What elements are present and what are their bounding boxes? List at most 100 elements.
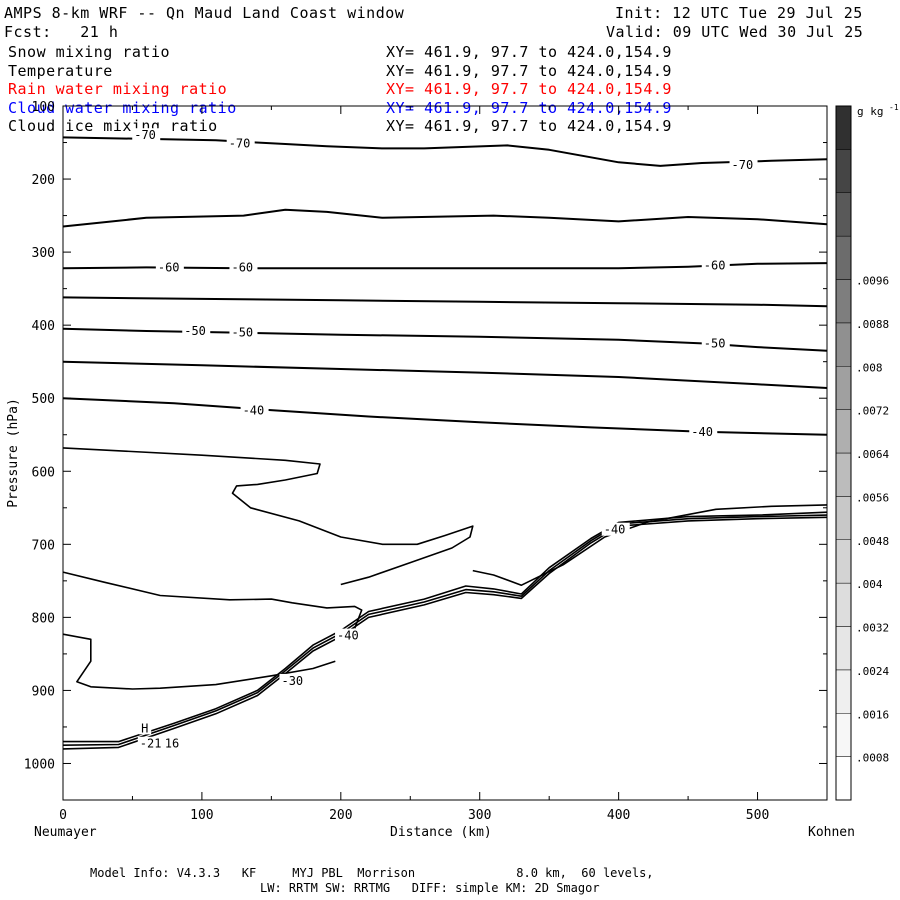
field-name-cloud-water: Cloud water mixing ratio: [8, 99, 237, 117]
colorbar-unit: g kg: [857, 105, 884, 118]
colorbar-swatch-14: [835, 149, 852, 193]
chart-title: AMPS 8-km WRF -- Qn Maud Land Coast wind…: [4, 4, 405, 22]
contour-label-bg-11: [601, 522, 630, 536]
colorbar-tick-label-10: .0088: [856, 318, 889, 331]
y-tick-label-100: 100: [32, 100, 55, 115]
field-xy-cloud-ice: XY= 461.9, 97.7 to 424.0,154.9: [386, 117, 672, 135]
colorbar-swatch-11: [835, 279, 852, 324]
y-tick-label-300: 300: [32, 246, 55, 261]
colorbar-swatch-5: [835, 539, 852, 584]
field-xy-snow: XY= 461.9, 97.7 to 424.0,154.9: [386, 43, 672, 61]
colorbar-swatch-2: [835, 669, 852, 714]
x-tick-label-400: 400: [607, 808, 630, 823]
contour-label-16: 16: [165, 737, 179, 751]
contour-label-10: -40: [691, 425, 713, 439]
contour-label-1: -70: [229, 136, 251, 150]
contour-label-15: -21: [140, 737, 162, 751]
x-tick-label-200: 200: [329, 808, 352, 823]
contour-label-bg-0: [132, 128, 161, 142]
field-xy-temperature: XY= 461.9, 97.7 to 424.0,154.9: [386, 62, 672, 80]
contour-label-bg-9: [240, 403, 269, 417]
contour-label-0: -70: [134, 128, 156, 142]
colorbar-swatch-9: [835, 366, 852, 410]
mixing-ratio-contour-0: [62, 447, 474, 586]
model-info-2: LW: RRTM SW: RRTMG DIFF: simple KM: 2D S…: [260, 881, 600, 895]
plot-frame: [62, 105, 828, 801]
colorbar-tick-label-11: .0096: [856, 275, 889, 288]
contour-label-bg-6: [182, 324, 211, 338]
y-tick-label-1000: 1000: [24, 757, 55, 772]
mixing-ratio-contour-1: [62, 571, 363, 629]
x-tick-label-0: 0: [59, 808, 67, 823]
colorbar-swatch-0: [835, 756, 852, 801]
contour-label-7: -50: [231, 325, 253, 339]
isotherm-line-0: [62, 136, 828, 167]
contour-label-bg-2: [729, 158, 758, 172]
y-axis-label: Pressure (hPa): [6, 398, 21, 508]
colorbar-swatch-3: [835, 626, 852, 671]
colorbar-tick-label-7: .0064: [856, 448, 889, 461]
model-info: Model Info: V4.3.3 KF MYJ PBL Morrison 8…: [90, 866, 654, 880]
x-right-label: Kohnen: [808, 825, 855, 840]
colorbar-swatch-7: [835, 452, 852, 497]
y-tick-label-600: 600: [32, 465, 55, 480]
field-xy-cloud-water: XY= 461.9, 97.7 to 424.0,154.9: [386, 99, 672, 117]
contour-label-bg-8: [701, 336, 730, 350]
isotherm-line-1: [62, 208, 828, 228]
colorbar-tick-label-6: .0056: [856, 491, 889, 504]
contour-label-bg-4: [229, 260, 258, 274]
x-axis-label: Distance (km): [390, 825, 492, 840]
colorbar-frame: [835, 105, 852, 801]
colorbar-swatch-15: [835, 105, 852, 150]
x-tick-label-500: 500: [746, 808, 769, 823]
x-tick-label-100: 100: [190, 808, 213, 823]
y-tick-label-500: 500: [32, 392, 55, 407]
y-tick-label-900: 900: [32, 684, 55, 699]
field-name-snow: Snow mixing ratio: [8, 43, 171, 61]
colorbar-tick-label-5: .0048: [856, 535, 889, 548]
forecast-hour: Fcst: 21 h: [4, 23, 119, 41]
colorbar-tick-label-2: .0024: [856, 665, 889, 678]
colorbar-tick-label-1: .0016: [856, 708, 889, 721]
contour-label-2: -70: [732, 158, 754, 172]
contour-label-bg-14: [139, 721, 152, 735]
colorbar-tick-label-0: .0008: [856, 752, 889, 765]
contour-label-11: -40: [604, 523, 626, 537]
colorbar-tick-label-3: .0032: [856, 622, 889, 635]
mixing-ratio-contour-3: [472, 504, 828, 586]
contour-label-bg-15: [137, 736, 166, 750]
contour-label-13: -30: [281, 674, 303, 688]
colorbar-swatch-4: [835, 582, 852, 627]
x-tick-label-300: 300: [468, 808, 491, 823]
contour-label-9: -40: [243, 404, 265, 418]
colorbar-swatch-1: [835, 713, 852, 757]
contour-label-5: -60: [704, 258, 726, 272]
y-tick-label-700: 700: [32, 538, 55, 553]
colorbar-tick-label-8: .0072: [856, 405, 889, 418]
init-time: Init: 12 UTC Tue 29 Jul 25: [615, 4, 863, 22]
field-xy-rain: XY= 461.9, 97.7 to 424.0,154.9: [386, 80, 672, 98]
colorbar-swatch-6: [835, 496, 852, 540]
colorbar-unit-exponent: -1: [889, 103, 899, 112]
contour-label-bg-1: [226, 136, 255, 150]
y-tick-label-200: 200: [32, 173, 55, 188]
contour-label-6: -50: [184, 324, 206, 338]
terrain-line-0: [63, 511, 828, 743]
contour-label-bg-3: [155, 260, 184, 274]
colorbar-swatch-13: [835, 192, 852, 237]
contour-label-3: -60: [158, 260, 180, 274]
contour-label-14: H: [141, 721, 148, 735]
y-tick-label-800: 800: [32, 611, 55, 626]
valid-time: Valid: 09 UTC Wed 30 Jul 25: [606, 23, 864, 41]
x-left-label: Neumayer: [34, 825, 97, 840]
colorbar-tick-label-4: .004: [856, 578, 883, 591]
y-tick-label-400: 400: [32, 319, 55, 334]
isotherm-line-3: [62, 296, 828, 308]
contour-label-bg-7: [229, 325, 258, 339]
colorbar-swatch-8: [835, 409, 852, 454]
contour-label-bg-13: [279, 673, 308, 687]
contour-label-12: -40: [337, 629, 359, 643]
field-name-rain: Rain water mixing ratio: [8, 80, 228, 98]
colorbar-swatch-10: [835, 322, 852, 367]
